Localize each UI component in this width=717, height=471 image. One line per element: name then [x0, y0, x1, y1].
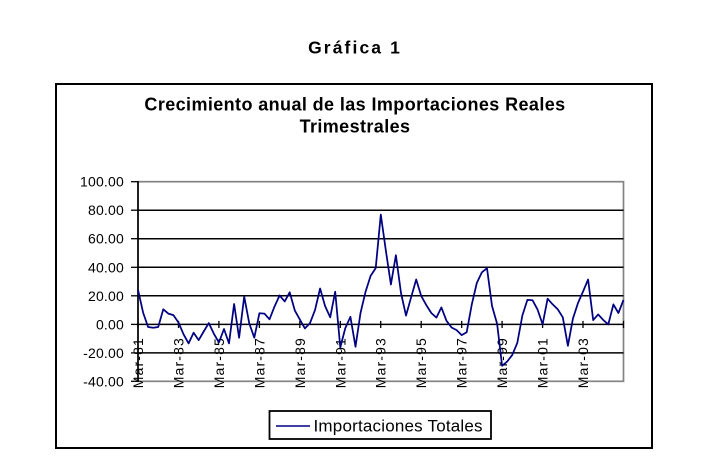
svg-text:40.00: 40.00	[88, 259, 124, 275]
svg-text:Trimestrales: Trimestrales	[300, 116, 411, 136]
svg-text:Mar-85: Mar-85	[211, 337, 227, 388]
svg-text:Mar-97: Mar-97	[454, 337, 470, 388]
svg-text:Mar-93: Mar-93	[373, 337, 389, 388]
svg-text:100.00: 100.00	[80, 174, 124, 190]
svg-text:Mar-03: Mar-03	[575, 337, 591, 388]
svg-text:Mar-87: Mar-87	[251, 337, 267, 388]
svg-text:60.00: 60.00	[88, 231, 124, 247]
svg-text:Gráfica 1: Gráfica 1	[308, 38, 402, 58]
svg-text:0.00: 0.00	[96, 316, 124, 332]
svg-text:Mar-91: Mar-91	[332, 337, 348, 388]
svg-text:Mar-01: Mar-01	[535, 337, 551, 388]
svg-text:80.00: 80.00	[88, 202, 124, 218]
svg-text:Mar-89: Mar-89	[292, 337, 308, 388]
svg-text:Importaciones Totales: Importaciones Totales	[314, 417, 483, 436]
svg-text:Mar-83: Mar-83	[171, 337, 187, 388]
svg-text:-40.00: -40.00	[83, 373, 124, 389]
svg-text:Crecimiento anual de las Impor: Crecimiento anual de las Importaciones R…	[144, 95, 565, 115]
svg-text:Mar-95: Mar-95	[413, 337, 429, 388]
svg-text:20.00: 20.00	[88, 288, 124, 304]
svg-text:-20.00: -20.00	[83, 345, 124, 361]
svg-text:Mar-81: Mar-81	[130, 337, 146, 388]
